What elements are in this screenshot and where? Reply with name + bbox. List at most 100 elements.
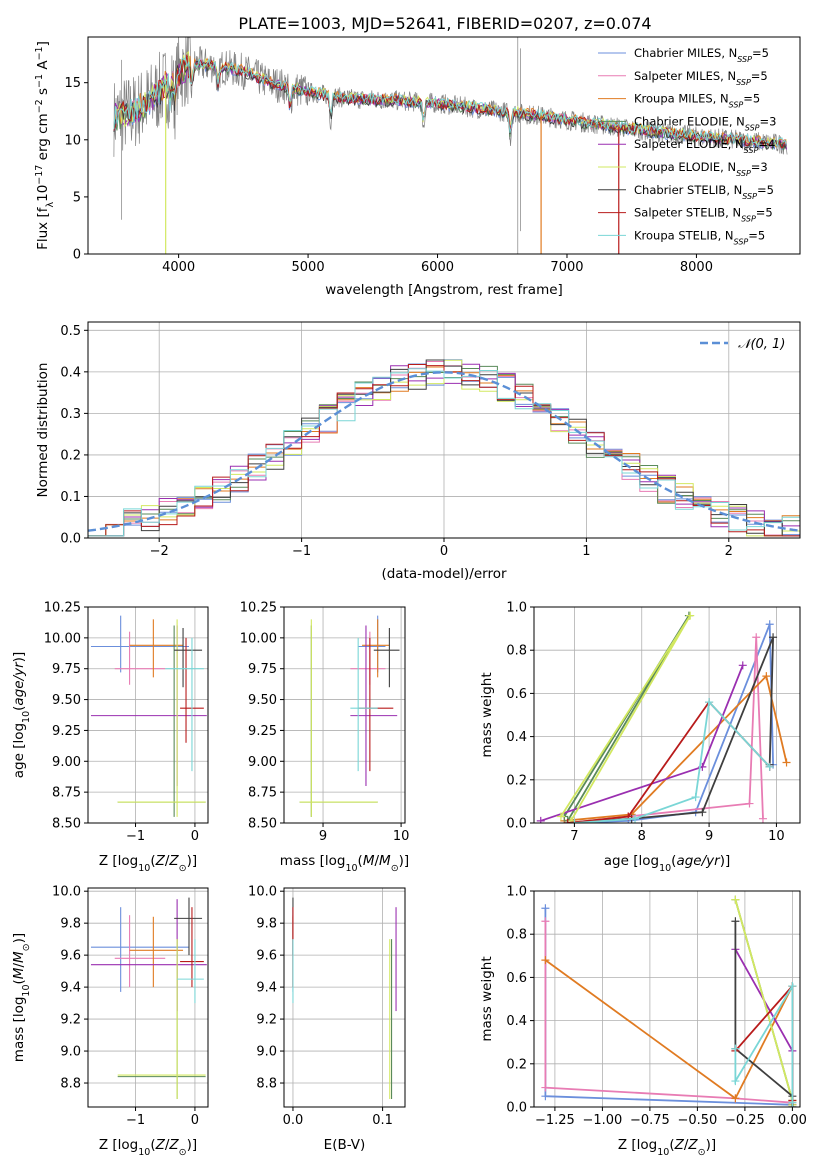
y-tick-label: 8.8 [60, 1077, 81, 1092]
weight-point [698, 808, 707, 817]
weight-line [567, 623, 774, 823]
y-tick-label: 0.3 [60, 407, 81, 422]
x-tick-label: −0.75 [630, 1113, 670, 1128]
weight-vs-age-xlabel: age [log10(age/yr)] [604, 853, 730, 874]
weight-series-kroupa-elodie [731, 895, 797, 1107]
errorbar-kroupa-stelib [165, 637, 204, 772]
y-tick-label: 0.4 [506, 1014, 527, 1029]
weight-series-salpeter-elodie [731, 945, 797, 1107]
y-tick-label: 9.0 [60, 1045, 81, 1060]
y-tick-label: 10.0 [52, 885, 81, 900]
y-tick-label: 9.0 [256, 1045, 277, 1060]
legend-label: Kroupa STELIB, NSSP=5 [634, 228, 765, 246]
y-tick-label: 0.1 [60, 490, 81, 505]
errorbar-chabrier-miles [90, 615, 189, 673]
weight-line [564, 674, 788, 822]
weight-series-kroupa-stelib [731, 982, 797, 1107]
errorbar-salpeter-miles [114, 631, 166, 685]
errorbar-salpeter-miles [114, 915, 166, 988]
weight-point [788, 1098, 797, 1107]
x-tick-label: −1 [292, 544, 311, 559]
y-tick-label: 9.8 [60, 917, 81, 932]
errorbar-chabrier-stelib [174, 897, 203, 956]
weight-point [765, 762, 774, 771]
weight-point [541, 904, 550, 913]
y-tick-label: 0.8 [506, 644, 527, 659]
y-tick-label: 9.6 [60, 949, 81, 964]
y-tick-label: 9.50 [52, 693, 81, 708]
weight-series-chabrier-stelib [563, 633, 778, 823]
age-vs-mass-axes [284, 606, 405, 824]
legend-normal-label: 𝒩(0, 1) [738, 337, 785, 352]
age-vs-mass-plot [299, 615, 400, 817]
weight-point [691, 793, 700, 802]
y-tick-label: 0.2 [506, 773, 527, 788]
errorbar-kroupa-elodie [299, 619, 378, 817]
x-tick-label: 9 [319, 829, 327, 844]
weight-vs-Z-axes [534, 890, 800, 1108]
x-tick-label: 0.0 [283, 1113, 304, 1128]
residuals-ylabel: Normed distribution [35, 363, 51, 498]
x-tick-label: −1 [126, 1113, 145, 1128]
mass-vs-EBV-xlabel: E(B-V) [324, 1137, 366, 1153]
y-tick-label: 10 [64, 133, 81, 148]
weight-point [731, 1094, 740, 1103]
weight-vs-Z-ylabel: mass weight [479, 956, 495, 1041]
y-tick-label: 10.00 [240, 631, 277, 646]
weight-point [731, 895, 740, 904]
weight-vs-age-axes [534, 606, 800, 824]
legend-label: Kroupa ELODIE, NSSP=3 [634, 160, 768, 178]
legend-label: Kroupa MILES, NSSP=5 [634, 92, 760, 110]
y-tick-label: 0 [73, 248, 81, 263]
y-tick-label: 9.75 [248, 662, 277, 677]
weight-vs-Z-plot [541, 895, 797, 1107]
y-tick-label: 0.0 [60, 532, 81, 547]
legend-label: Salpeter ELODIE, NSSP=4 [634, 137, 775, 155]
y-tick-label: 0.5 [60, 324, 81, 339]
y-tick-label: 5 [73, 190, 81, 205]
weight-vs-Z-xlabel: Z [log10(Z/Z⊙)] [618, 1137, 716, 1158]
weight-point [762, 672, 771, 681]
y-tick-label: 9.00 [248, 755, 277, 770]
errorbar-kroupa-elodie [117, 939, 206, 1100]
figure-title: PLATE=1003, MJD=52641, FIBERID=0207, z=0… [238, 14, 651, 33]
weight-point [563, 819, 572, 823]
y-tick-label: 10.00 [44, 631, 81, 646]
y-tick-label: 8.75 [248, 786, 277, 801]
weight-point [567, 816, 576, 823]
age-vs-Z-ylabel: age [log10(age/yr)] [11, 652, 32, 778]
x-tick-label: 1 [582, 544, 590, 559]
weight-point [686, 611, 695, 620]
age-vs-Z-frame [87, 606, 209, 824]
x-tick-label: 10 [768, 829, 785, 844]
weight-series-chabrier-miles [541, 904, 797, 1107]
mass-vs-Z-ylabel: mass [log10(M/M⊙)] [11, 933, 32, 1062]
model-spectrum-chabrier-miles [113, 60, 787, 150]
hist-kroupa-elodie [88, 359, 800, 537]
x-tick-label: 0 [191, 1113, 199, 1128]
weight-line [567, 637, 764, 823]
x-tick-label: −1.25 [535, 1113, 575, 1128]
weight-series-kroupa-elodie [556, 611, 695, 823]
spectrum-xlabel: wavelength [Angstrom, rest frame] [325, 282, 563, 298]
mass-vs-Z-xlabel: Z [log10(Z/Z⊙)] [99, 1137, 197, 1158]
errorbar-kroupa-stelib [350, 637, 378, 772]
weight-point [541, 956, 550, 965]
y-tick-label: 9.25 [248, 724, 277, 739]
y-tick-label: 9.50 [248, 693, 277, 708]
y-tick-label: 9.4 [256, 981, 277, 996]
legend-label: Chabrier MILES, NSSP=5 [634, 46, 769, 64]
y-tick-label: 0.0 [506, 1101, 527, 1116]
weight-line [544, 921, 793, 1104]
x-tick-label: 8 [638, 829, 646, 844]
x-tick-label: −2 [150, 544, 169, 559]
weight-series-salpeter-elodie [536, 661, 747, 823]
weight-line [734, 921, 794, 1107]
y-tick-label: 8.75 [52, 786, 81, 801]
residuals-plot [88, 359, 800, 537]
y-tick-label: 9.75 [52, 662, 81, 677]
weight-point [541, 917, 550, 926]
weight-point [541, 1083, 550, 1092]
normal-curve [88, 371, 800, 532]
weight-vs-age-frame [533, 606, 801, 824]
